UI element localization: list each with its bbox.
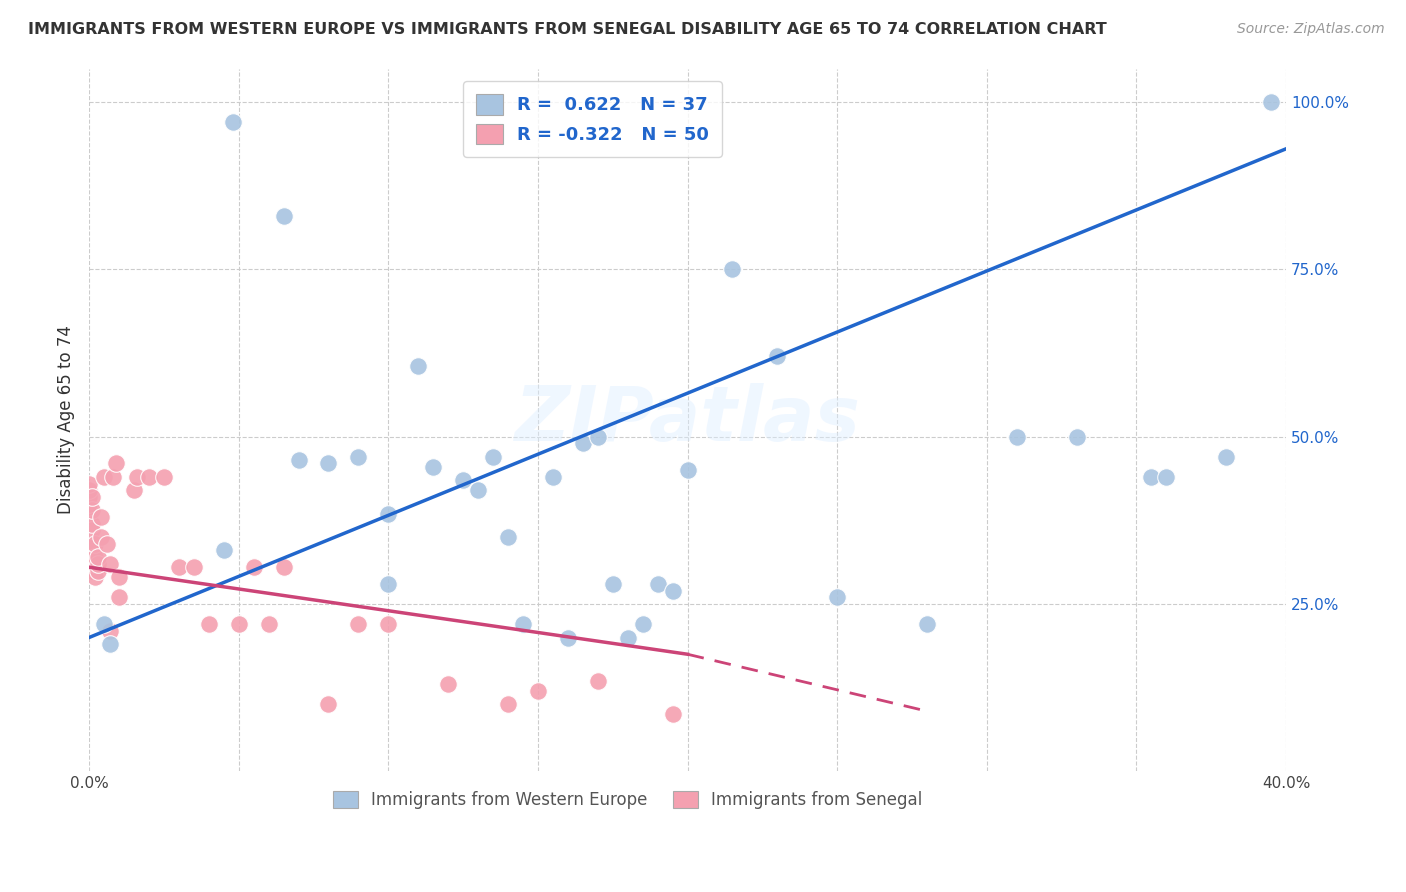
Point (80, 516, 103, 531)
Point (228, 617, 250, 632)
Point (77, 483, 100, 498)
Point (93, 617, 115, 632)
Point (647, 577, 669, 591)
Point (87, 557, 110, 571)
Point (377, 507, 399, 521)
Point (98, 637, 121, 651)
Point (586, 430, 609, 444)
Point (1260, 95, 1282, 109)
Point (108, 570, 131, 584)
Point (1215, 450, 1237, 464)
Point (105, 457, 128, 471)
Point (602, 577, 624, 591)
Point (437, 677, 460, 691)
Point (80, 524, 103, 538)
Point (197, 617, 219, 632)
Point (77, 497, 100, 511)
Point (80, 550, 103, 565)
Point (93, 470, 115, 484)
Point (616, 631, 638, 645)
Point (242, 560, 264, 574)
Point (467, 483, 489, 498)
Point (482, 450, 505, 464)
Point (422, 459, 444, 474)
Point (77, 503, 100, 517)
Point (661, 707, 683, 722)
Point (377, 577, 399, 591)
Point (84, 550, 107, 565)
Point (77, 476, 100, 491)
Point (496, 530, 519, 544)
Point (451, 473, 474, 487)
Point (138, 470, 160, 484)
Point (541, 470, 564, 484)
Text: IMMIGRANTS FROM WESTERN EUROPE VS IMMIGRANTS FROM SENEGAL DISABILITY AGE 65 TO 7: IMMIGRANTS FROM WESTERN EUROPE VS IMMIGR… (28, 22, 1107, 37)
Point (527, 684, 550, 698)
Point (273, 560, 295, 574)
Point (273, 209, 295, 223)
Point (766, 350, 789, 364)
Point (287, 453, 309, 467)
Point (586, 673, 609, 688)
Point (77, 516, 100, 531)
Point (915, 617, 938, 632)
Point (825, 591, 848, 605)
Point (183, 560, 205, 574)
Text: Source: ZipAtlas.com: Source: ZipAtlas.com (1237, 22, 1385, 37)
Point (80, 564, 103, 578)
Point (347, 617, 370, 632)
Y-axis label: Disability Age 65 to 74: Disability Age 65 to 74 (58, 326, 75, 515)
Point (557, 631, 579, 645)
Point (222, 115, 245, 129)
Point (257, 617, 280, 632)
Point (90, 530, 112, 544)
Point (80, 503, 103, 517)
Point (721, 262, 744, 277)
Point (80, 537, 103, 551)
Point (84, 557, 107, 571)
Point (1140, 470, 1163, 484)
Point (318, 698, 340, 712)
Point (125, 470, 148, 484)
Point (1005, 430, 1028, 444)
Point (96, 537, 118, 551)
Point (631, 617, 654, 632)
Point (80, 490, 103, 504)
Point (153, 470, 176, 484)
Point (1066, 430, 1088, 444)
Point (122, 483, 145, 498)
Point (347, 450, 370, 464)
Point (98, 557, 121, 571)
Point (98, 624, 121, 638)
Point (101, 470, 124, 484)
Point (212, 543, 235, 558)
Point (406, 359, 429, 374)
Point (377, 617, 399, 632)
Point (318, 457, 340, 471)
Point (84, 537, 107, 551)
Point (84, 570, 107, 584)
Point (167, 560, 190, 574)
Point (80, 543, 103, 558)
Point (571, 436, 593, 450)
Legend: Immigrants from Western Europe, Immigrants from Senegal: Immigrants from Western Europe, Immigran… (326, 784, 929, 816)
Point (496, 698, 519, 712)
Point (661, 583, 683, 598)
Point (676, 463, 699, 477)
Point (90, 510, 112, 524)
Point (77, 490, 100, 504)
Point (512, 617, 534, 632)
Point (87, 550, 110, 565)
Point (1154, 470, 1177, 484)
Point (108, 591, 131, 605)
Point (87, 564, 110, 578)
Text: ZIPatlas: ZIPatlas (515, 383, 860, 457)
